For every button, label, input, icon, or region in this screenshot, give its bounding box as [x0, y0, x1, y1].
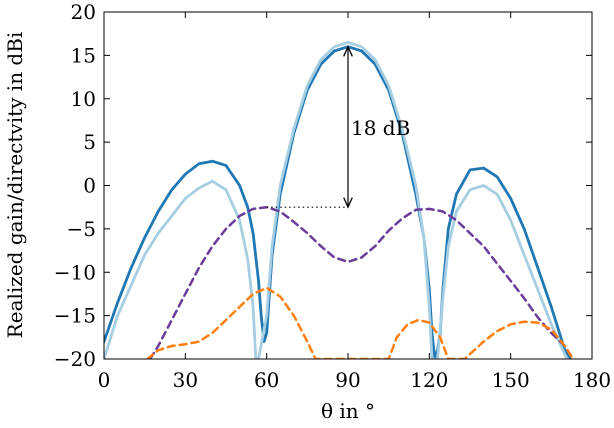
ticks-layer: 0 30 60 90 120 150 180 −20 −15 −10 −5 0 5 10 15 20 [54, 0, 611, 392]
y-tick-label: 10 [71, 87, 96, 111]
series-line-3 [148, 205, 575, 359]
y-tick-label: 5 [83, 130, 96, 154]
y-tick-label: −10 [54, 260, 96, 284]
x-tick-label: 30 [173, 368, 198, 392]
series-layer [104, 41, 575, 359]
x-tick-label: 150 [492, 368, 530, 392]
y-tick-label: −5 [67, 217, 96, 241]
x-tick-label: 60 [254, 368, 279, 392]
x-tick-label: 90 [335, 368, 360, 392]
x-tick-label: 180 [573, 368, 611, 392]
y-tick-label: 20 [71, 0, 96, 24]
y-tick-label: −20 [54, 347, 96, 371]
y-tick-label: 15 [71, 43, 96, 67]
series-line-2 [104, 41, 569, 359]
x-tick-label: 0 [98, 368, 111, 392]
y-axis-label: Realized gain/directvity in dBi [3, 32, 27, 339]
y-tick-label: −15 [54, 304, 96, 328]
x-axis-label: θ in ° [321, 399, 375, 423]
series-line-4 [146, 286, 575, 359]
annotation-layer: 18 dB [266, 47, 410, 207]
y-tick-label: 0 [83, 174, 96, 198]
x-tick-label: 120 [410, 368, 448, 392]
annotation-18db-label: 18 dB [351, 116, 410, 140]
